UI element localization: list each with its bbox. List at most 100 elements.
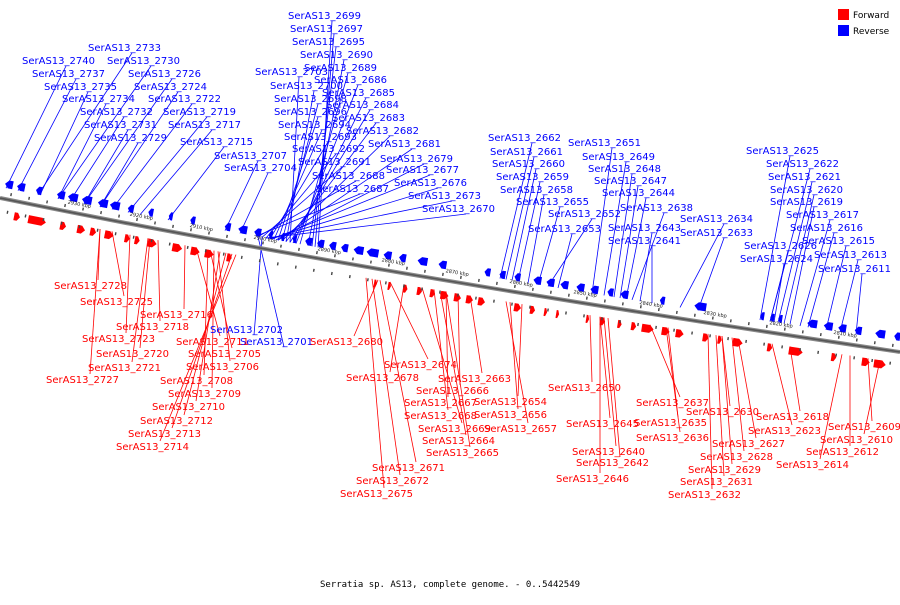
forward-gene-arrow	[585, 314, 590, 323]
reverse-gene-label: SerAS13_2695	[292, 37, 365, 48]
reverse-gene-label: SerAS13_2617	[786, 210, 859, 221]
minor-tick	[100, 210, 103, 215]
leader-line	[603, 317, 617, 447]
reverse-gene-arrow	[57, 191, 66, 200]
minor-tick	[24, 214, 27, 218]
tick-label: 2900 kbp	[253, 235, 277, 245]
minor-tick	[258, 259, 261, 263]
reverse-gene-arrow	[514, 273, 522, 282]
minor-tick	[366, 278, 369, 282]
forward-gene-arrow	[59, 221, 67, 231]
tick-label: 2920 kbp	[129, 212, 153, 222]
minor-tick	[312, 268, 315, 272]
reverse-gene-label: SerAS13_2679	[380, 154, 453, 165]
forward-gene-arrow	[204, 249, 214, 259]
forward-gene-label: SerAS13_2614	[776, 460, 849, 471]
minor-tick	[28, 196, 31, 200]
forward-gene-label: SerAS13_2680	[310, 337, 383, 348]
forward-gene-arrow	[103, 230, 114, 240]
minor-tick	[873, 341, 876, 345]
reverse-gene-label: SerAS13_2730	[107, 56, 180, 67]
reverse-gene-label: SerAS13_2719	[163, 107, 236, 118]
forward-gene-arrow	[529, 305, 536, 315]
leader-line	[511, 168, 537, 281]
forward-gene-label: SerAS13_2637	[636, 398, 709, 409]
leader-line	[777, 181, 813, 323]
leader-line	[589, 315, 593, 383]
leader-line	[789, 206, 815, 325]
reverse-gene-label: SerAS13_2649	[582, 152, 655, 163]
minor-tick	[729, 319, 732, 323]
gene-features	[5, 180, 900, 369]
forward-gene-label: SerAS13_2723	[82, 334, 155, 345]
reverse-gene-label: SerAS13_2691	[298, 157, 371, 168]
forward-gene-label: SerAS13_2609	[828, 422, 900, 433]
reverse-gene-arrow	[560, 280, 569, 290]
minor-tick	[675, 310, 678, 315]
minor-tick	[799, 348, 802, 352]
reverse-gene-label: SerAS13_2701	[240, 337, 313, 348]
reverse-gene-label: SerAS13_2633	[680, 228, 753, 239]
forward-gene-label: SerAS13_2705	[188, 349, 261, 360]
reverse-gene-arrow	[254, 228, 262, 237]
reverse-gene-label: SerAS13_2702	[210, 325, 283, 336]
reverse-gene-arrow	[366, 248, 380, 258]
forward-gene-label: SerAS13_2710	[152, 402, 225, 413]
leader-line	[537, 206, 561, 285]
leader-line	[89, 228, 101, 375]
forward-gene-arrow	[830, 352, 837, 362]
forward-gene-label: SerAS13_2714	[116, 442, 189, 453]
reverse-gene-label: SerAS13_2715	[180, 137, 253, 148]
minor-tick	[276, 262, 279, 266]
minor-tick	[673, 328, 675, 332]
forward-gene-arrow	[717, 335, 722, 344]
leader-line	[253, 237, 263, 336]
leader-line	[273, 129, 323, 240]
leader-line	[125, 234, 131, 334]
leader-line	[289, 76, 300, 243]
reverse-gene-arrow	[438, 260, 448, 270]
leader-line	[527, 194, 545, 284]
reverse-gene-arrow	[190, 216, 196, 225]
leader-line	[257, 236, 285, 348]
leader-line	[839, 259, 859, 333]
minor-tick	[387, 263, 390, 267]
forward-gene-arrow	[373, 279, 377, 288]
forward-gene-arrow	[873, 359, 886, 369]
leader-line	[505, 301, 529, 424]
minor-tick	[891, 343, 894, 347]
leader-lines	[5, 20, 881, 490]
reverse-gene-label: SerAS13_2624	[740, 254, 813, 265]
minor-tick	[531, 287, 534, 291]
leader-line	[639, 232, 653, 302]
reverse-gene-label: SerAS13_2616	[790, 223, 863, 234]
minor-tick	[369, 260, 372, 264]
forward-gene-label: SerAS13_2650	[548, 383, 621, 394]
minor-tick	[747, 322, 750, 326]
forward-gene-label: SerAS13_2635	[634, 418, 707, 429]
minor-tick	[567, 293, 570, 297]
leader-line	[721, 335, 731, 407]
reverse-gene-label: SerAS13_2655	[516, 197, 589, 208]
forward-gene-arrow	[465, 295, 473, 304]
leader-line	[83, 129, 129, 205]
forward-gene-label: SerAS13_2709	[168, 389, 241, 400]
forward-gene-arrow	[861, 357, 870, 367]
forward-gene-arrow	[675, 329, 684, 338]
leader-line	[697, 237, 725, 311]
leader-line	[99, 142, 139, 208]
leader-line	[759, 155, 791, 320]
reverse-gene-label: SerAS13_2683	[332, 113, 405, 124]
minor-tick	[745, 339, 748, 343]
minor-tick	[316, 251, 318, 255]
minor-tick	[529, 305, 531, 309]
minor-tick	[781, 345, 784, 349]
leader-line	[37, 52, 133, 195]
forward-gene-label: SerAS13_2618	[756, 412, 829, 423]
leader-line	[277, 116, 319, 241]
reverse-gene-label: SerAS13_2662	[488, 133, 561, 144]
forward-gene-label: SerAS13_2727	[46, 375, 119, 386]
minor-tick	[330, 271, 333, 276]
reverse-gene-label: SerAS13_2690	[300, 50, 373, 61]
reverse-gene-arrow	[659, 296, 666, 305]
